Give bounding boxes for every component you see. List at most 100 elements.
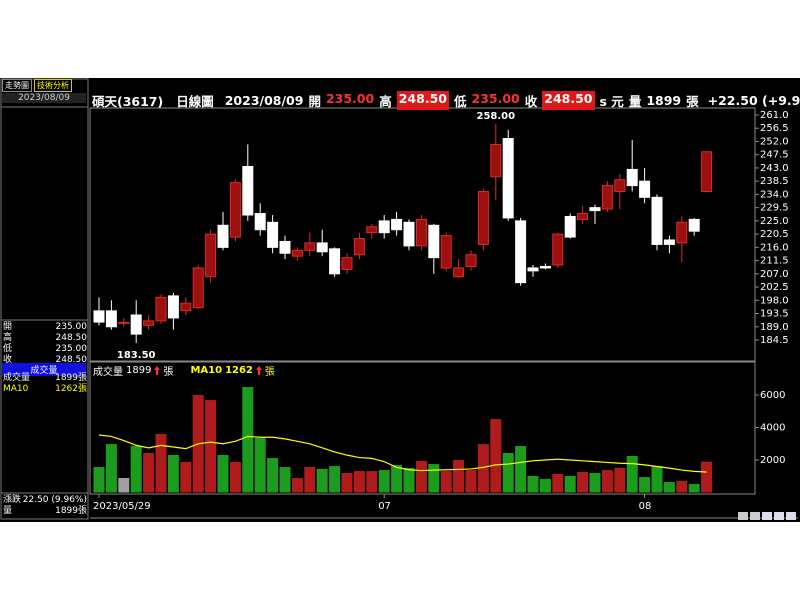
candle-body [415,218,427,247]
y-tick-label: 211.5 [760,256,789,267]
volume-bar [279,467,291,493]
candle-body [267,221,279,248]
volume-legend: 成交量 1899 張 MA10 1262 張 [93,363,275,378]
candle-body [279,240,291,254]
y-tick-label: 202.5 [760,282,789,293]
candle-body [577,213,589,220]
volume-bar [267,458,279,493]
tool-button[interactable] [786,512,796,520]
quote-value: 248.50 [396,91,449,110]
candle-body [105,310,117,328]
info-row: 高 248.50 [1,333,89,344]
info-label: 成交量 [3,373,31,383]
info-value: 1899張 [55,506,87,516]
y-tick-label: 247.5 [760,150,789,161]
volume-bar [167,454,179,493]
candle-body [217,224,229,248]
y-tick-label: 256.5 [760,123,789,134]
y-tick-label: 225.0 [760,216,789,227]
legend-value: 1899 [126,365,152,376]
quote-header: 碩天(3617) 日線圖 2023/08/09 開 235.00 高 248.50 低 2… [92,91,800,110]
legend-unit: 張 [264,367,275,378]
vol-label: 量 [628,94,642,109]
candle-body [651,196,663,245]
candle-body [180,302,192,312]
volume-list: 成交量 1899張 MA10 1262張 [1,373,89,395]
candle-body [490,143,502,178]
quote-value: 235.00 [471,91,520,106]
volume-bar [601,470,613,493]
x-tick-label: 08 [639,501,652,512]
volume-bar [366,471,378,493]
tool-button[interactable] [774,512,784,520]
tool-button[interactable] [762,512,772,520]
candle-body [403,221,415,247]
volume-bar [415,460,427,493]
tool-button[interactable] [738,512,748,520]
toolbar[interactable] [738,512,796,520]
volume-bar [564,475,576,493]
info-label: 開 [3,322,13,332]
volume-bar [440,471,452,493]
volume-bar [502,453,514,493]
volume-bar [626,455,638,493]
y-tick-label: 207.0 [760,269,789,280]
volume-bar [316,468,328,493]
info-value: 235.00 [55,322,88,332]
y-tick-label: 198.0 [760,295,789,306]
candle-body [701,151,713,192]
info-value: 1899張 [55,373,87,383]
candle-body [440,235,452,269]
candle-body [465,254,477,267]
candle-body [539,265,551,269]
info-row: 收 248.50 [1,355,89,366]
candle-body [502,138,514,219]
candle-body [552,233,564,266]
low-label: 183.50 [117,350,156,361]
tab[interactable]: 技術分析 [34,79,72,92]
info-label: 低 [3,344,13,354]
candle-body [527,267,539,272]
period: 日線圖 [176,94,214,109]
volume-bar [676,480,688,493]
info-label: 量 [3,506,13,516]
candle-body [143,320,155,326]
info-value: 235.00 [55,344,88,354]
volume-bar [477,444,489,493]
y-tick-label: 238.5 [760,176,789,187]
candle-body [192,267,204,309]
volume-bar [639,477,651,493]
volume-bar [589,473,601,493]
volume-bar [465,470,477,493]
candle-body [93,310,105,323]
info-row: MA10 1262張 [1,384,89,395]
candle-body [366,226,378,234]
y-tick-label: 189.0 [760,322,789,333]
tool-button[interactable] [750,512,760,520]
volume-bar [105,444,117,493]
quote-label: 開 [308,94,321,109]
quote-date: 2023/08/09 [224,93,304,108]
info-value: 1262張 [55,384,87,394]
legend-name: MA10 [190,365,223,376]
y-tick-label: 261.0 [760,110,789,121]
candle-body [118,321,130,324]
candle-body [391,218,403,231]
volume-bar [180,461,192,493]
candle-body [663,239,675,245]
volume-bar [663,481,675,493]
y-tick-label: 243.0 [760,163,789,174]
candle-body [341,257,353,270]
candle-body [155,296,167,322]
volume-bar [428,464,440,493]
volume-bar [577,472,589,493]
info-label: MA10 [3,384,29,394]
tab[interactable]: 走勢圖 [2,79,32,92]
candle-body [254,213,266,231]
candle-body [316,242,328,253]
y-tick-label: 6000 [760,390,785,401]
arrow-icon [255,366,262,375]
candle-body [639,180,651,198]
